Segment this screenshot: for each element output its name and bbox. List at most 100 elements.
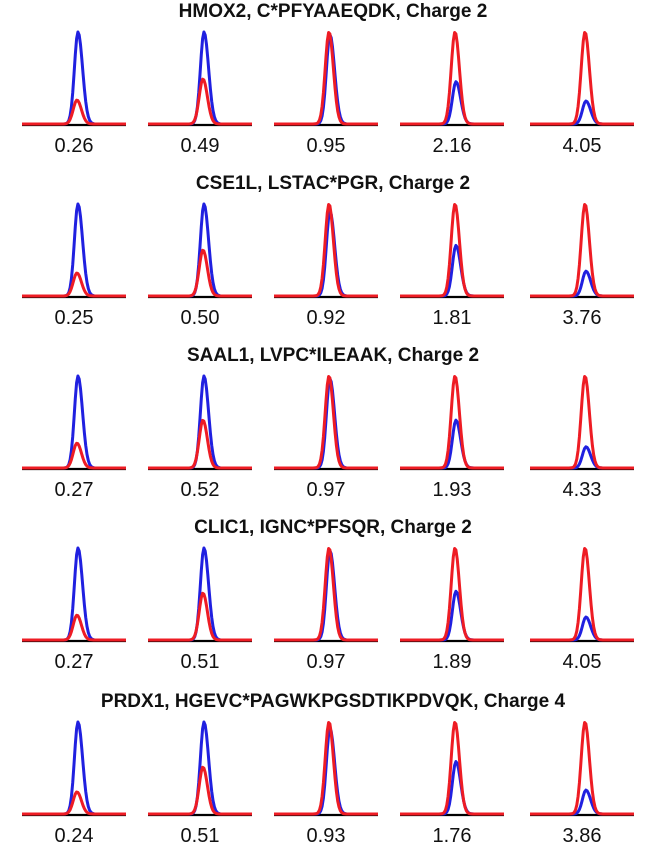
blue-trace (147, 720, 253, 816)
chromatogram-panel (399, 198, 505, 301)
red-trace (399, 31, 505, 126)
ratio-label: 0.50 (180, 307, 220, 329)
chart-title: CSE1L, LSTAC*PGR, Charge 2 (195, 173, 471, 194)
blue-trace (147, 374, 253, 470)
chart-row: SAAL1, LVPC*ILEAAK, Charge 2 0.27 0.52 0.97… (0, 344, 666, 516)
ratio-label: 1.93 (432, 479, 472, 501)
ratio-label: 3.76 (562, 307, 602, 329)
blue-trace (529, 788, 635, 816)
chromatogram-panel (273, 370, 379, 473)
red-trace (273, 721, 379, 816)
red-trace (399, 547, 505, 642)
blue-trace (147, 30, 253, 126)
red-trace (273, 31, 379, 126)
blue-trace (399, 80, 505, 126)
chromatogram-plot (399, 31, 505, 127)
red-trace (529, 31, 635, 126)
chromatogram-plot (273, 375, 379, 471)
blue-trace (529, 615, 635, 642)
chromatogram-panel (21, 26, 127, 129)
chromatogram-plot (273, 547, 379, 643)
red-trace (273, 547, 379, 642)
chromatogram-panel (399, 370, 505, 473)
chromatogram-plot (21, 30, 127, 127)
chromatogram-plot (147, 546, 253, 643)
chromatogram-panel (21, 370, 127, 473)
blue-trace (399, 589, 505, 642)
chromatogram-panel (529, 198, 635, 301)
chromatogram-panel (147, 26, 253, 129)
ratio-label: 0.51 (180, 825, 220, 847)
ratio-label: 0.49 (180, 135, 220, 157)
blue-trace (147, 202, 253, 298)
chart-row: CLIC1, IGNC*PFSQR, Charge 2 0.27 0.51 0.97 1… (0, 516, 666, 688)
ratio-label: 0.92 (306, 307, 346, 329)
chromatogram-panel (529, 542, 635, 645)
blue-trace (147, 546, 253, 642)
chromatogram-panel (273, 26, 379, 129)
chromatogram-panel (21, 198, 127, 301)
chromatogram-plot (147, 720, 253, 817)
chromatogram-plot (399, 203, 505, 299)
ratio-label: 0.93 (306, 825, 346, 847)
blue-trace (529, 99, 635, 126)
ratio-label: 4.05 (562, 135, 602, 157)
chromatogram-plot (529, 721, 635, 817)
ratio-label: 3.86 (562, 825, 602, 847)
red-trace (529, 375, 635, 470)
chromatogram-plot (529, 203, 635, 299)
ratio-label: 1.81 (432, 307, 472, 329)
ratio-label: 0.97 (306, 651, 346, 673)
chromatogram-panel (529, 26, 635, 129)
red-trace (273, 375, 379, 470)
red-trace (147, 77, 253, 126)
red-trace (21, 441, 127, 470)
red-trace (399, 375, 505, 470)
chromatogram-plot (529, 375, 635, 471)
red-trace (147, 418, 253, 470)
red-trace (399, 721, 505, 816)
chromatogram-plot (21, 546, 127, 643)
ratio-label: 0.27 (54, 651, 94, 673)
red-trace (21, 613, 127, 642)
chromatogram-plot (147, 30, 253, 127)
chromatogram-panel (21, 716, 127, 819)
red-trace (147, 248, 253, 298)
chromatogram-plot (21, 374, 127, 471)
ratio-label: 0.95 (306, 135, 346, 157)
chromatogram-plot (147, 202, 253, 299)
red-trace (529, 203, 635, 298)
red-trace (529, 547, 635, 642)
chromatogram-plot (21, 720, 127, 817)
chromatogram-plot (273, 203, 379, 299)
chromatogram-panel (273, 542, 379, 645)
ratio-label: 0.24 (54, 825, 94, 847)
red-trace (147, 591, 253, 642)
blue-trace (399, 243, 505, 298)
ratio-label: 0.26 (54, 135, 94, 157)
chromatogram-plot (529, 31, 635, 127)
ratio-label: 2.16 (432, 135, 472, 157)
chromatogram-panel (399, 26, 505, 129)
ratio-label: 4.33 (562, 479, 602, 501)
chart-row: CSE1L, LSTAC*PGR, Charge 2 0.25 0.50 0.92 1.… (0, 172, 666, 344)
chromatogram-panel (273, 716, 379, 819)
red-trace (21, 790, 127, 816)
blue-trace (399, 418, 505, 470)
chromatogram-panel (273, 198, 379, 301)
chart-title: CLIC1, IGNC*PFSQR, Charge 2 (194, 517, 472, 538)
chromatogram-plot (273, 721, 379, 817)
chart-title: HMOX2, C*PFYAAEQDK, Charge 2 (178, 1, 488, 22)
chromatogram-panel (399, 716, 505, 819)
chromatogram-panel (399, 542, 505, 645)
ratio-label: 1.89 (432, 651, 472, 673)
chromatogram-plot (529, 547, 635, 643)
chromatogram-plot (399, 547, 505, 643)
ratio-label: 0.97 (306, 479, 346, 501)
red-trace (21, 271, 127, 298)
chromatogram-plot (147, 374, 253, 471)
chromatogram-plot (21, 202, 127, 299)
ratio-label: 0.52 (180, 479, 220, 501)
red-trace (399, 203, 505, 298)
